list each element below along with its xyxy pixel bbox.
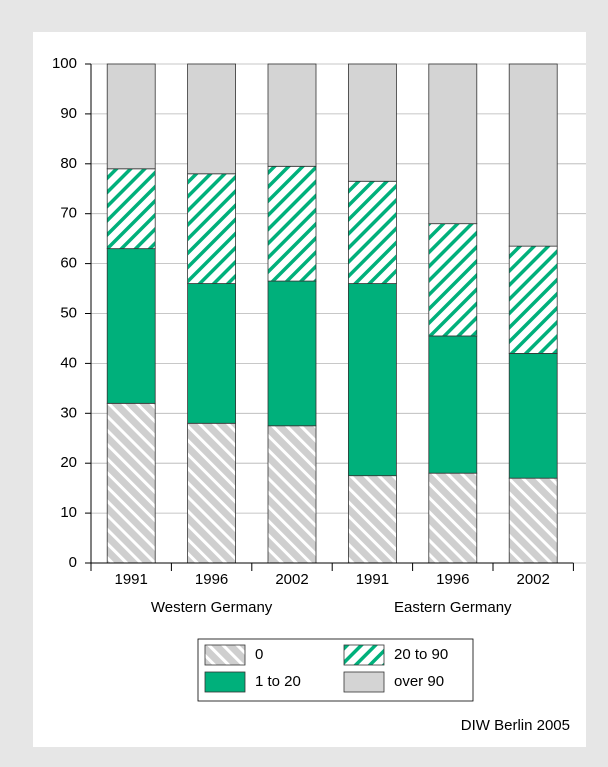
y-tick-label: 50 [60, 304, 77, 321]
bar-segment [187, 422, 237, 564]
x-tick-label: 1996 [195, 571, 228, 588]
bar-segment [347, 475, 397, 564]
bar-segment [508, 353, 558, 479]
bar-segment [347, 283, 397, 477]
bar-segment [106, 402, 156, 564]
bar-segment [428, 223, 478, 337]
legend-label: 20 to 90 [394, 646, 448, 663]
group-label: Western Germany [151, 599, 273, 616]
y-tick-label: 30 [60, 404, 77, 421]
x-tick-label: 1996 [436, 571, 469, 588]
bar-segment [508, 63, 558, 247]
bar-segment [106, 248, 156, 404]
source: DIW Berlin 2005 [461, 717, 570, 734]
x-tick-label: 1991 [115, 571, 148, 588]
bar-segment [267, 165, 317, 282]
bar-segment [508, 245, 558, 354]
y-tick-label: 70 [60, 205, 77, 222]
legend-swatch [343, 644, 385, 666]
x-tick-label: 1991 [356, 571, 389, 588]
bar-segment [508, 477, 558, 564]
bar-segment [347, 180, 397, 284]
x-tick-label: 2002 [275, 571, 308, 588]
legend-swatch [343, 671, 385, 693]
bar-segment [187, 173, 237, 284]
bar-segment [267, 63, 317, 167]
bar-segment [347, 63, 397, 182]
y-tick-label: 80 [60, 155, 77, 172]
bar-segment [106, 168, 156, 250]
y-tick-label: 100 [52, 55, 77, 72]
legend-label: over 90 [394, 673, 444, 690]
legend-label: 1 to 20 [255, 673, 301, 690]
x-tick-label: 2002 [517, 571, 550, 588]
bar-segment [428, 335, 478, 474]
y-tick-label: 0 [69, 554, 77, 571]
bar-segment [428, 472, 478, 564]
bar-segment [187, 63, 237, 175]
y-tick-label: 40 [60, 354, 77, 371]
y-tick-label: 20 [60, 454, 77, 471]
legend-label: 0 [255, 646, 263, 663]
legend-swatch [204, 644, 246, 666]
bar-segment [267, 425, 317, 564]
bar-segment [428, 63, 478, 225]
y-tick-label: 10 [60, 504, 77, 521]
legend-swatch [204, 671, 246, 693]
bar-segment [106, 63, 156, 170]
y-tick-label: 60 [60, 255, 77, 272]
bar-segment [187, 283, 237, 424]
group-label: Eastern Germany [394, 599, 512, 616]
bar-segment [267, 280, 317, 427]
y-tick-label: 90 [60, 105, 77, 122]
